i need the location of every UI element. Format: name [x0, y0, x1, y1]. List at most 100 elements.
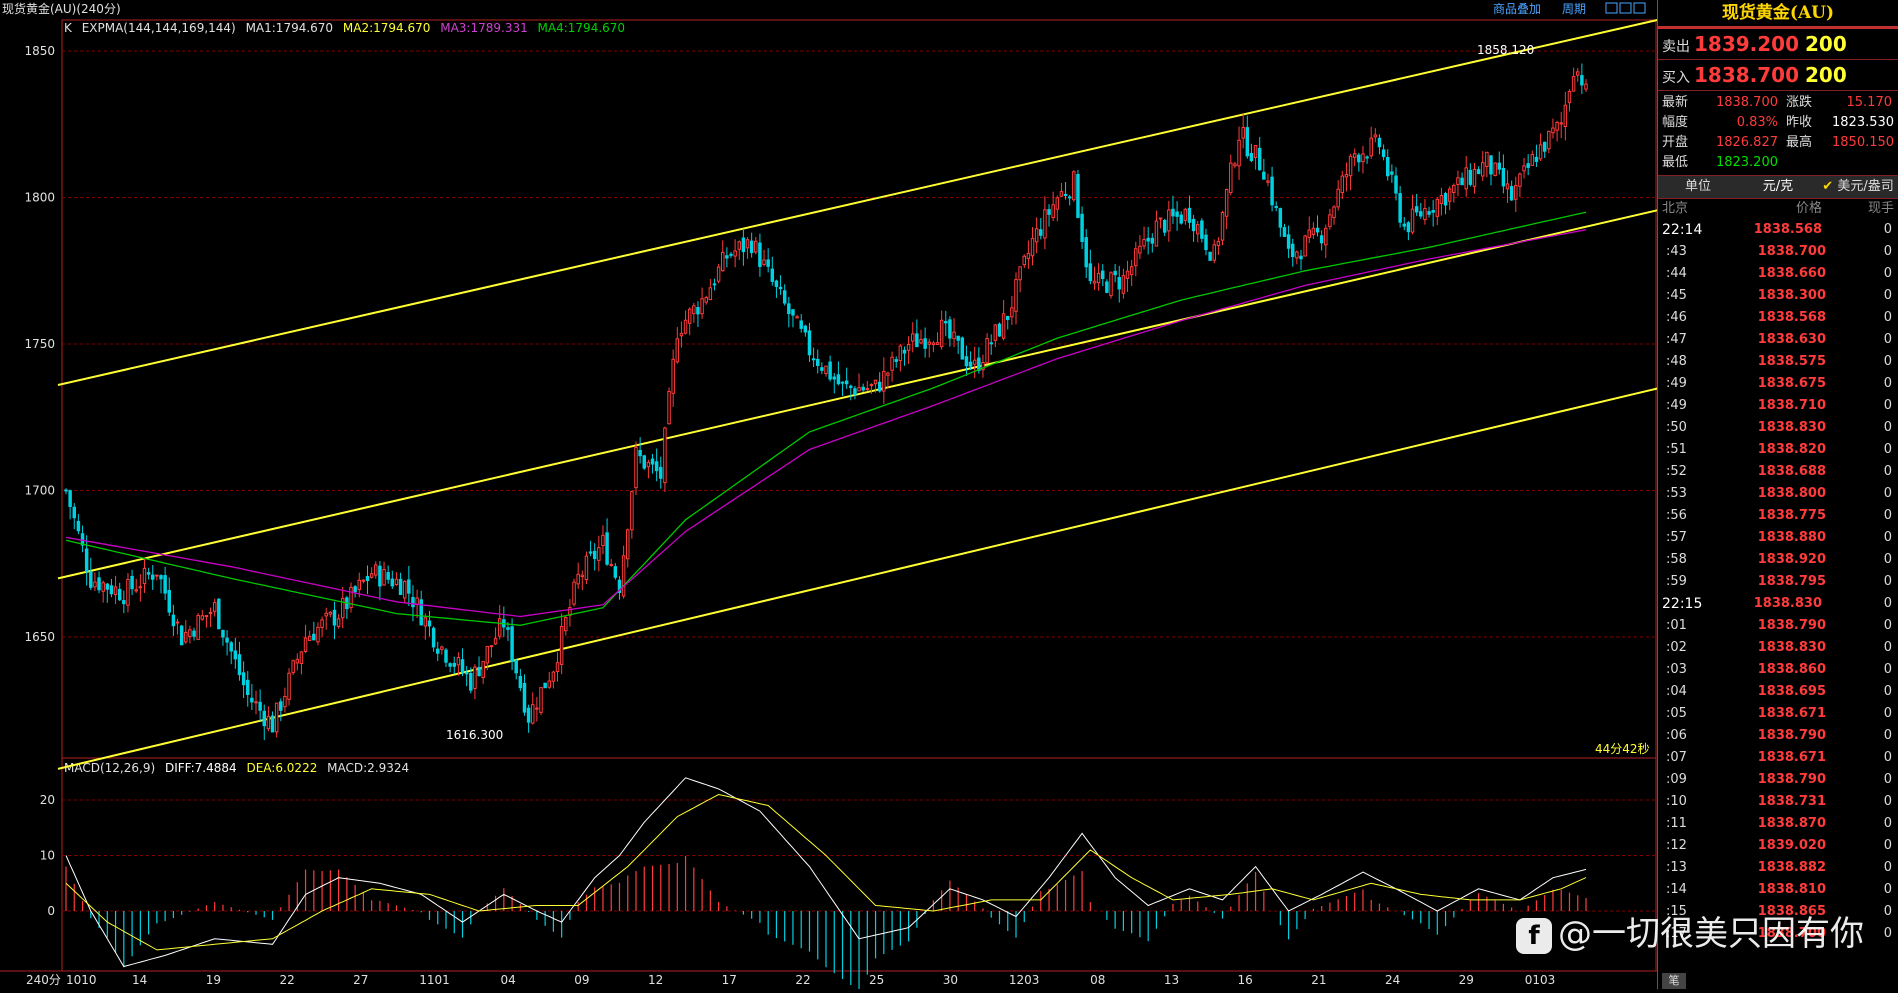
tick-price: 1838.775 [1757, 508, 1826, 523]
x-tick-label: 29 [1459, 973, 1474, 987]
tick-row[interactable]: :51 1838.820 0 [1658, 439, 1898, 461]
candle-body [989, 342, 993, 345]
tick-volume: 0 [1883, 750, 1892, 765]
tick-row[interactable]: :06 1838.790 0 [1658, 725, 1898, 747]
window-button-min[interactable] [1605, 2, 1618, 14]
candle-body [1162, 219, 1167, 233]
candle-body [1117, 277, 1121, 290]
tick-row[interactable]: 22:15 1838.830 0 [1658, 593, 1898, 615]
tick-row[interactable]: :43 1838.700 0 [1658, 241, 1898, 263]
candle-body [394, 578, 399, 585]
chart-area[interactable]: 现货黄金(AU)(240分) 商品叠加 周期 K EXPMA(144,144,1… [0, 0, 1667, 991]
period-link[interactable]: 周期 [1562, 2, 1586, 16]
candle-body [349, 586, 353, 609]
candle-body [853, 388, 857, 395]
tick-row[interactable]: :44 1838.660 0 [1658, 263, 1898, 285]
tick-row[interactable]: :03 1838.860 0 [1658, 659, 1898, 681]
candle-body [1138, 245, 1142, 254]
tick-time: :53 [1666, 486, 1687, 501]
candle-body [1076, 174, 1080, 218]
sell-row[interactable]: 卖出 1839.200 200 [1658, 29, 1898, 60]
candle-body [559, 625, 564, 665]
candle-body [1286, 234, 1291, 249]
y-tick-label: 1800 [24, 191, 55, 205]
tick-row[interactable]: :09 1838.790 0 [1658, 769, 1898, 791]
candle-body [279, 701, 283, 711]
candle-body [448, 663, 452, 667]
tick-row[interactable]: :11 1838.870 0 [1658, 813, 1898, 835]
stat-value: 1823.530 [1832, 115, 1895, 130]
unit-option-usd[interactable]: ✔ 美元/盎司 [1818, 176, 1898, 198]
candle-body [303, 637, 308, 652]
candle-body [134, 589, 138, 592]
candle-body [208, 612, 213, 615]
tick-row[interactable]: :12 1839.020 0 [1658, 835, 1898, 857]
tick-row[interactable]: :04 1838.695 0 [1658, 681, 1898, 703]
candle-body [993, 324, 998, 341]
candle-body [696, 307, 700, 315]
tick-row[interactable]: :57 1838.880 0 [1658, 527, 1898, 549]
tick-volume: 0 [1883, 838, 1892, 853]
candle-body [869, 384, 874, 387]
tick-tab[interactable]: 笔 [1662, 973, 1686, 989]
tick-row[interactable]: :14 1838.810 0 [1658, 879, 1898, 901]
candle-body [460, 659, 465, 673]
tick-volume: 0 [1883, 728, 1892, 743]
candle-body [791, 309, 795, 316]
candle-body [592, 550, 597, 560]
overlay-link[interactable]: 商品叠加 [1493, 1, 1541, 16]
tick-row[interactable]: :47 1838.630 0 [1658, 329, 1898, 351]
stat-label: 昨收 [1786, 115, 1813, 130]
tick-row[interactable]: :02 1838.830 0 [1658, 637, 1898, 659]
tick-volume: 0 [1883, 794, 1892, 809]
tick-row[interactable]: 22:14 1838.568 0 [1658, 219, 1898, 241]
candle-body [291, 660, 295, 674]
candle-body [1328, 214, 1332, 227]
tick-row[interactable]: :10 1838.731 0 [1658, 791, 1898, 813]
candle-body [307, 635, 312, 641]
tick-row[interactable]: :45 1838.300 0 [1658, 285, 1898, 307]
tick-row[interactable]: :15 1838.865 0 [1658, 901, 1898, 923]
kline-chart[interactable]: 现货黄金(AU)(240分) 商品叠加 周期 K EXPMA(144,144,1… [0, 0, 1667, 991]
x-tick-label: 17 [722, 973, 737, 987]
buy-row[interactable]: 买入 1838.700 200 [1658, 60, 1898, 91]
tick-row[interactable]: :05 1838.671 0 [1658, 703, 1898, 725]
tick-row[interactable]: :58 1838.920 0 [1658, 549, 1898, 571]
candle-body [605, 532, 609, 565]
window-button-close[interactable] [1633, 2, 1646, 14]
tick-row[interactable]: :53 1838.800 0 [1658, 483, 1898, 505]
candle-body [1501, 168, 1506, 187]
tick-time: :12 [1666, 838, 1687, 853]
tick-price: 1838.790 [1757, 618, 1826, 633]
tick-row[interactable]: :56 1838.775 0 [1658, 505, 1898, 527]
tick-row[interactable]: :49 1838.710 0 [1658, 395, 1898, 417]
candle-body [551, 671, 556, 682]
tick-row[interactable]: :49 1838.675 0 [1658, 373, 1898, 395]
candle-body [411, 597, 415, 608]
tick-row[interactable]: :50 1838.830 0 [1658, 417, 1898, 439]
candle-body [1567, 90, 1572, 104]
tick-row[interactable]: :46 1838.568 0 [1658, 307, 1898, 329]
candle-body [687, 308, 692, 324]
tick-row[interactable]: :13 1838.882 0 [1658, 857, 1898, 879]
tick-list[interactable]: 22:14 1838.568 0:43 1838.700 0:44 1838.660 0:4… [1658, 219, 1898, 945]
candle-body [1249, 152, 1254, 162]
tick-row[interactable]: :48 1838.575 0 [1658, 351, 1898, 373]
tick-row[interactable]: :52 1838.688 0 [1658, 461, 1898, 483]
candle-body [1266, 180, 1270, 183]
candle-body [237, 654, 242, 676]
window-buttons[interactable] [1605, 2, 1646, 14]
tick-price: 1838.575 [1757, 354, 1826, 369]
tick-row[interactable]: :17 1838.700 0 [1658, 923, 1898, 945]
candle-body [225, 637, 229, 643]
window-button-max[interactable] [1619, 2, 1632, 14]
tick-row[interactable]: :07 1838.671 0 [1658, 747, 1898, 769]
tick-row[interactable]: :59 1838.795 0 [1658, 571, 1898, 593]
candle-body [1274, 206, 1278, 209]
y-tick-label: 1750 [24, 337, 55, 351]
unit-option-yuan[interactable]: 元/克 [1762, 179, 1794, 194]
unit-row[interactable]: 单位 元/克 ✔ 美元/盎司 [1658, 176, 1898, 199]
tick-price: 1838.300 [1757, 288, 1826, 303]
tick-row[interactable]: :01 1838.790 0 [1658, 615, 1898, 637]
tick-volume: 0 [1883, 464, 1892, 479]
